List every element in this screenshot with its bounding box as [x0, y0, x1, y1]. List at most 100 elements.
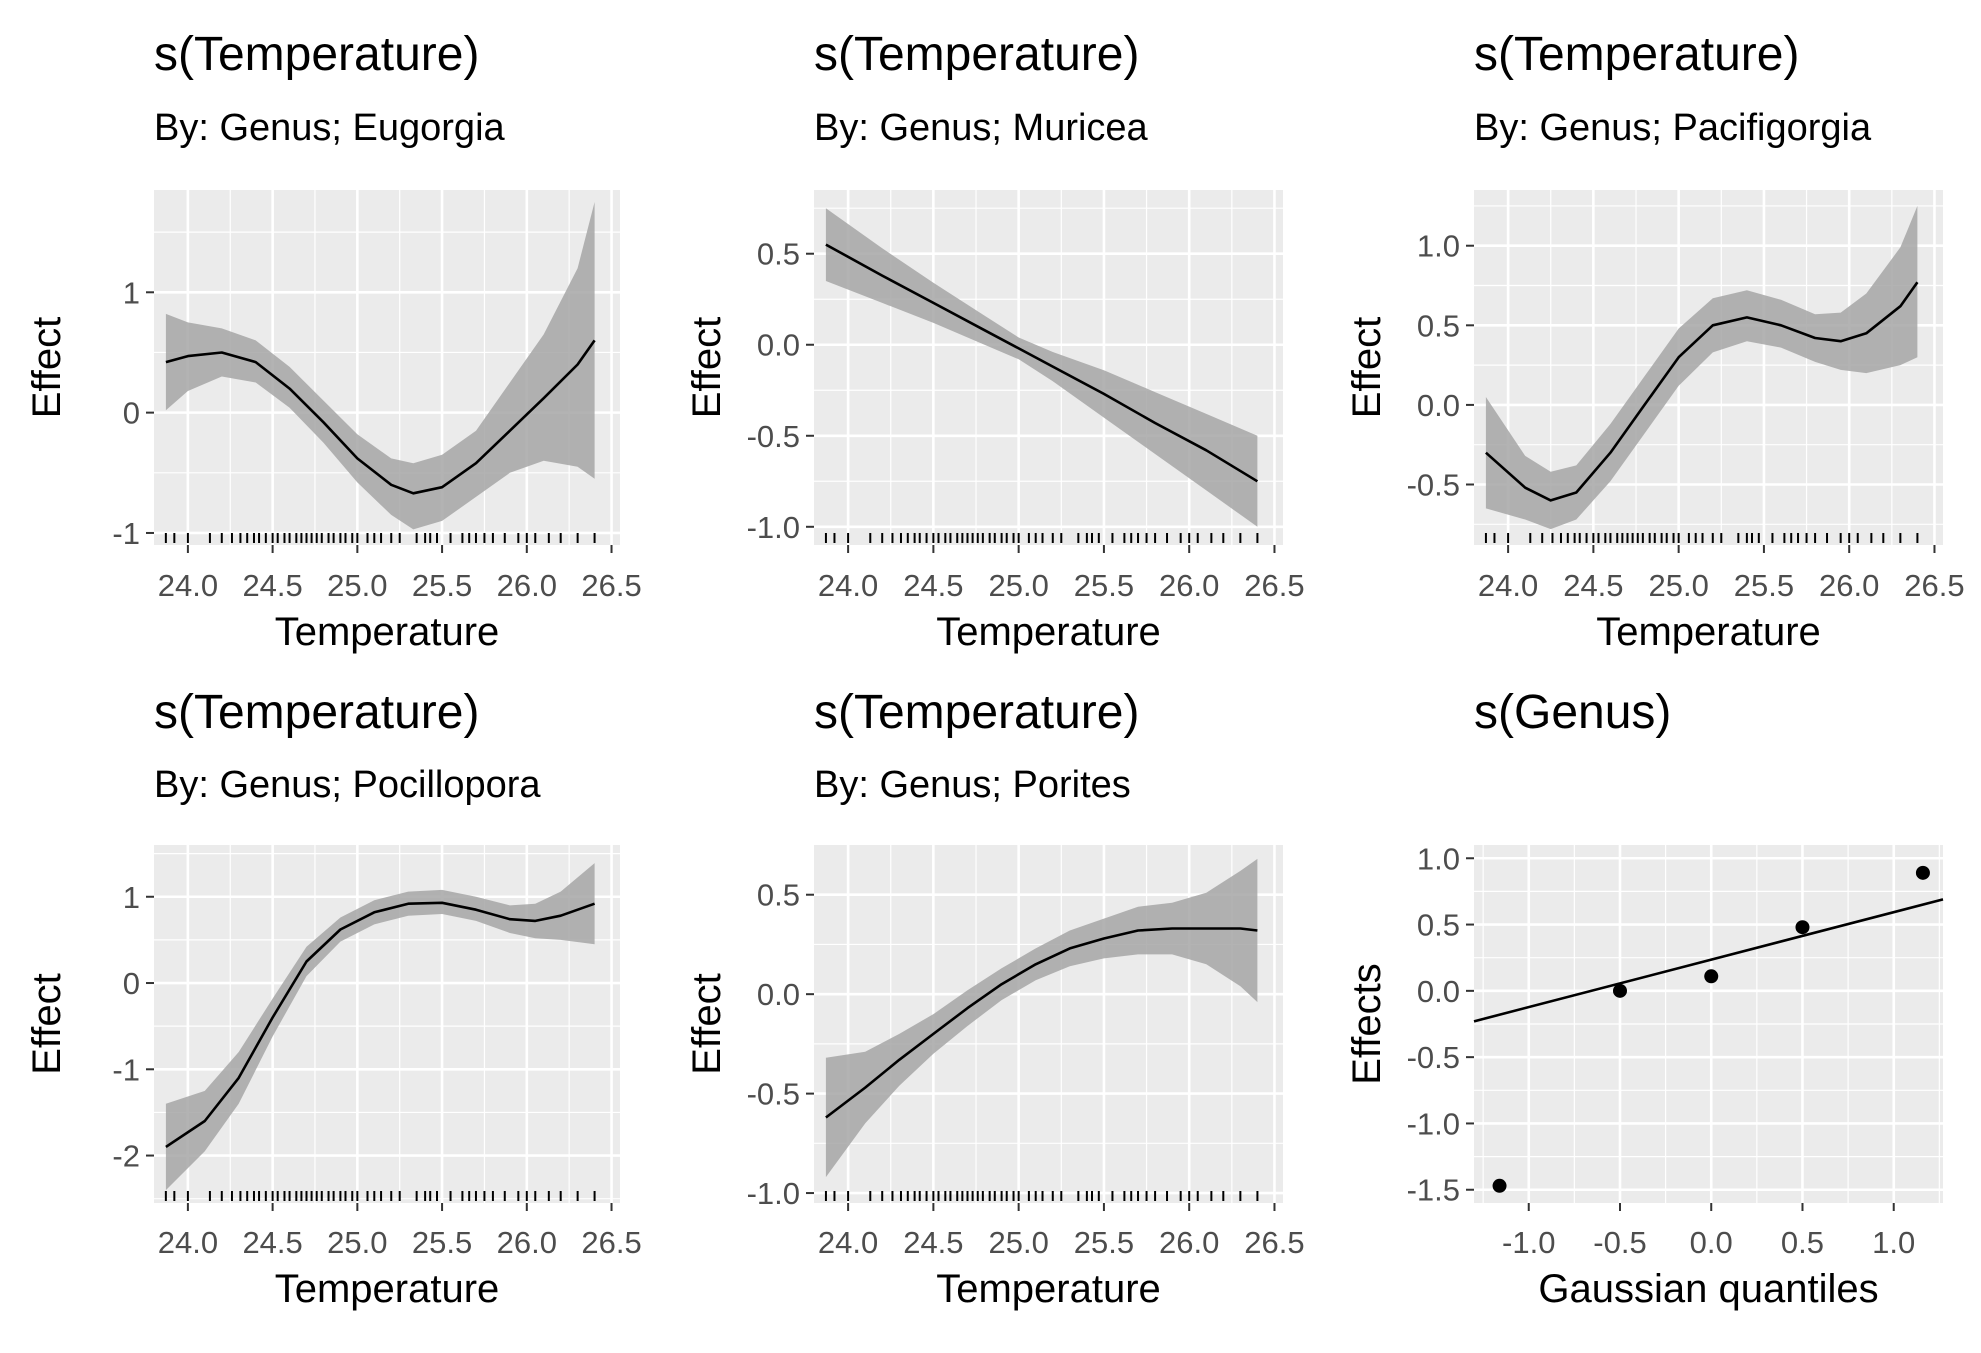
y-tick-label: 0.5: [757, 237, 800, 272]
x-axis-title: Temperature: [275, 610, 500, 654]
x-tick-label: 26.5: [1244, 1225, 1304, 1260]
x-tick-label: 26.5: [581, 568, 641, 603]
smooth-line: [1485, 281, 1919, 502]
y-tick-label: 0.0: [757, 328, 800, 363]
x-tick-label: -1.0: [1502, 1225, 1555, 1260]
x-axis-title: Temperature: [1596, 610, 1821, 654]
y-tick-label: -1.0: [1407, 1106, 1460, 1141]
y-tick-label: 0: [123, 396, 140, 431]
panel-6: s(Genus) -1.0 -0.5 0.0 0.5 1.0 -1.5 -1.0 -0.5 0.0…: [1345, 686, 1944, 1311]
panel-title: s(Temperature): [154, 28, 479, 81]
y-tick-label: 0.5: [1417, 308, 1460, 343]
x-tick-label: 24.0: [158, 568, 218, 603]
x-tick-label: 0.0: [1690, 1225, 1733, 1260]
x-tick-label: 1.0: [1872, 1225, 1915, 1260]
x-axis-title: Temperature: [936, 610, 1161, 654]
x-tick-label: 24.5: [242, 1225, 302, 1260]
gridlines: [1474, 845, 1943, 1203]
y-tick-label: -1.5: [1407, 1173, 1460, 1208]
y-tick-label: 1: [123, 880, 140, 915]
x-tick-label: 24.0: [1478, 568, 1538, 603]
x-axis-title: Temperature: [936, 1267, 1161, 1311]
x-axis-title: Gaussian quantiles: [1538, 1267, 1878, 1311]
x-tick-label: 25.5: [1074, 568, 1134, 603]
axes: 24.0 24.5 25.0 25.5 26.0 26.5 -1.0 -0.5 0.0 0.5 Te…: [685, 878, 1305, 1311]
axes: 24.0 24.5 25.0 25.5 26.0 26.5 -0.5 0.0 0.5 1.0 Tem…: [1345, 229, 1965, 654]
panel-title: s(Temperature): [154, 686, 479, 739]
rug-marks: [1484, 533, 1919, 543]
panel-title: s(Temperature): [1474, 28, 1799, 81]
y-tick-label: -2: [112, 1139, 140, 1174]
y-axis-title: Effect: [25, 317, 69, 419]
smooth-line: [165, 901, 596, 1148]
axes: 24.0 24.5 25.0 25.5 26.0 26.5 -1.0 -0.5 0.0 0.5 Te…: [685, 237, 1305, 654]
y-tick-label: -1.0: [747, 510, 800, 545]
y-tick-label: 0: [123, 966, 140, 1001]
data-point: [1915, 865, 1930, 880]
confidence-band: [165, 202, 595, 530]
y-axis-title: Effects: [1345, 963, 1389, 1085]
x-tick-label: 24.5: [1563, 568, 1623, 603]
x-tick-label: 26.0: [497, 568, 557, 603]
smooth-line: [165, 339, 596, 495]
x-tick-label: 26.0: [1159, 568, 1219, 603]
y-tick-label: 0.5: [757, 878, 800, 913]
data-point: [1492, 1178, 1507, 1193]
panel-subtitle: By: Genus; Muricea: [814, 107, 1149, 149]
confidence-band: [1485, 205, 1918, 530]
x-tick-label: 24.0: [158, 1225, 218, 1260]
x-tick-label: 25.5: [1734, 568, 1794, 603]
data-point: [1795, 920, 1810, 935]
y-tick-label: -0.5: [1407, 1040, 1460, 1075]
y-tick-label: 0.0: [1417, 388, 1460, 423]
x-tick-label: 25.5: [412, 1225, 472, 1260]
x-tick-label: 25.5: [412, 568, 472, 603]
y-axis-title: Effect: [1345, 317, 1389, 419]
x-tick-label: 24.0: [818, 568, 878, 603]
panel-subtitle: By: Genus; Pacifigorgia: [1474, 107, 1872, 149]
x-tick-label: 26.0: [497, 1225, 557, 1260]
y-axis-title: Effect: [25, 973, 69, 1075]
x-tick-label: 26.5: [1244, 568, 1304, 603]
axes: -1.0 -0.5 0.0 0.5 1.0 -1.5 -1.0 -0.5 0.0 0.5 1.0 Ga…: [1345, 841, 1915, 1311]
x-tick-label: 26.5: [1904, 568, 1964, 603]
y-tick-label: 1: [123, 275, 140, 310]
panel-3: s(Temperature) By: Genus; Pacifigorgia 24.…: [1345, 28, 1965, 654]
panel-5: s(Temperature) By: Genus; Porites 24.0 24.5…: [685, 686, 1305, 1311]
y-tick-label: 0.0: [757, 977, 800, 1012]
x-tick-label: 25.0: [988, 568, 1048, 603]
data-point: [1612, 983, 1627, 998]
x-tick-label: 26.5: [581, 1225, 641, 1260]
x-tick-label: 0.5: [1781, 1225, 1824, 1260]
confidence-band: [825, 208, 1258, 527]
x-tick-label: -0.5: [1593, 1225, 1646, 1260]
axes: 24.0 24.5 25.0 25.5 26.0 26.5 -2 -1 0 1 Temperatur…: [25, 880, 642, 1311]
rug-marks: [164, 533, 596, 543]
x-tick-label: 24.5: [242, 568, 302, 603]
x-tick-label: 26.0: [1159, 1225, 1219, 1260]
y-tick-label: 1.0: [1417, 841, 1460, 876]
y-tick-label: 0.5: [1417, 908, 1460, 943]
axes: 24.0 24.5 25.0 25.5 26.0 26.5 -1 0 1 Temperature E…: [25, 275, 642, 654]
rug-marks: [824, 533, 1259, 543]
y-tick-label: 1.0: [1417, 229, 1460, 264]
panel-1: s(Temperature) By: Genus; Eugorgia 24.0 24.…: [25, 28, 642, 654]
panel-subtitle: By: Genus; Eugorgia: [154, 107, 506, 149]
rug-marks: [824, 1191, 1259, 1201]
x-axis-title: Temperature: [275, 1267, 500, 1311]
y-tick-label: -1.0: [747, 1176, 800, 1211]
x-tick-label: 26.0: [1819, 568, 1879, 603]
smooth-line: [825, 927, 1258, 1119]
y-tick-label: -0.5: [747, 1077, 800, 1112]
x-tick-label: 25.0: [1648, 568, 1708, 603]
confidence-band: [825, 858, 1258, 1178]
panel-title: s(Temperature): [814, 686, 1139, 739]
y-axis-title: Effect: [685, 317, 729, 419]
data-point: [1704, 969, 1719, 984]
y-tick-label: -0.5: [1407, 468, 1460, 503]
y-tick-label: -1: [112, 1052, 140, 1087]
panel-2: s(Temperature) By: Genus; Muricea 24.0 24.5…: [685, 28, 1305, 654]
y-axis-title: Effect: [685, 973, 729, 1075]
x-tick-label: 24.5: [903, 568, 963, 603]
